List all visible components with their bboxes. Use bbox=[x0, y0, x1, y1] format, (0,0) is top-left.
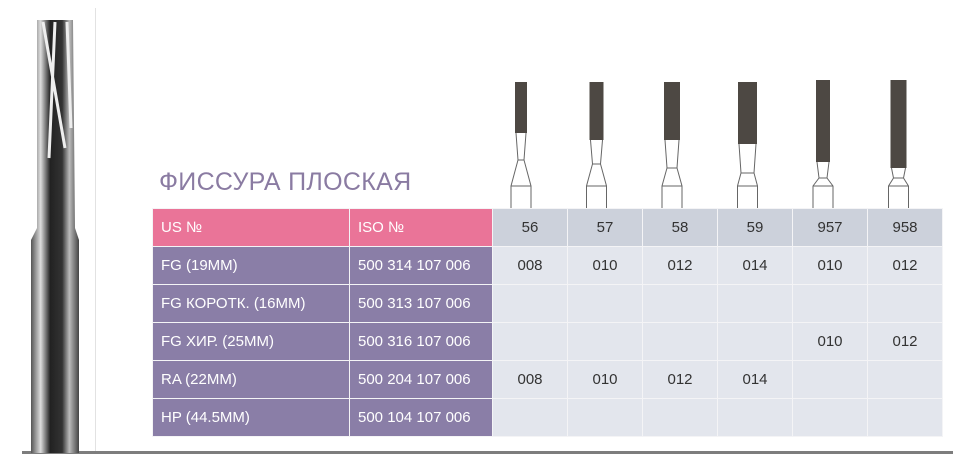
table-row: HP (44.5MM) 500 104 107 006 bbox=[152, 398, 943, 437]
header-cell: US № bbox=[152, 208, 350, 247]
size-cell bbox=[642, 322, 718, 361]
size-cell: 012 bbox=[642, 360, 718, 399]
size-cell: 012 bbox=[867, 322, 943, 361]
table-row: RA (22MM) 500 204 107 006 008 010 012 014 bbox=[152, 360, 943, 399]
size-cell bbox=[492, 284, 568, 323]
header-cell: 57 bbox=[567, 208, 643, 247]
size-cell bbox=[567, 398, 643, 437]
type-cell: HP (44.5MM) bbox=[152, 398, 350, 437]
iso-cell: 500 313 107 006 bbox=[349, 284, 493, 323]
size-cell bbox=[492, 398, 568, 437]
bur-diagram-59 bbox=[737, 82, 758, 208]
iso-cell: 500 204 107 006 bbox=[349, 360, 493, 399]
size-cell bbox=[717, 398, 793, 437]
size-cell bbox=[867, 284, 943, 323]
table-row: FG КОРОТК. (16MM) 500 313 107 006 bbox=[152, 284, 943, 323]
header-cell: 957 bbox=[792, 208, 868, 247]
iso-cell: 500 314 107 006 bbox=[349, 246, 493, 285]
type-cell: FG КОРОТК. (16MM) bbox=[152, 284, 350, 323]
size-cell: 010 bbox=[792, 322, 868, 361]
page-title: ФИССУРА ПЛОСКАЯ bbox=[159, 168, 412, 196]
size-cell bbox=[717, 322, 793, 361]
bur-photo bbox=[31, 20, 79, 453]
size-cell bbox=[567, 322, 643, 361]
bur-diagrams bbox=[510, 80, 909, 208]
bur-diagram-57 bbox=[586, 82, 607, 208]
product-table: US № ISO № 56 57 58 59 957 958 FG (19MM) 500 314 … bbox=[152, 208, 943, 437]
table-row: FG ХИР. (25MM) 500 316 107 006 010 012 bbox=[152, 322, 943, 361]
size-cell: 008 bbox=[492, 246, 568, 285]
size-cell: 014 bbox=[717, 246, 793, 285]
size-cell bbox=[567, 284, 643, 323]
size-cell bbox=[492, 322, 568, 361]
bur-diagram-957 bbox=[812, 80, 834, 208]
size-cell bbox=[792, 284, 868, 323]
header-cell: 56 bbox=[492, 208, 568, 247]
bur-diagram-958 bbox=[888, 80, 909, 208]
size-cell: 012 bbox=[867, 246, 943, 285]
size-cell bbox=[867, 398, 943, 437]
size-cell: 010 bbox=[792, 246, 868, 285]
iso-cell: 500 316 107 006 bbox=[349, 322, 493, 361]
size-cell bbox=[792, 398, 868, 437]
iso-cell: 500 104 107 006 bbox=[349, 398, 493, 437]
size-cell bbox=[717, 284, 793, 323]
type-cell: RA (22MM) bbox=[152, 360, 350, 399]
divider-line bbox=[95, 8, 96, 453]
table-header-row: US № ISO № 56 57 58 59 957 958 bbox=[152, 208, 943, 247]
bur-diagram-58 bbox=[661, 82, 683, 208]
header-cell: 59 bbox=[717, 208, 793, 247]
bur-diagram-56 bbox=[510, 82, 532, 208]
size-cell: 010 bbox=[567, 360, 643, 399]
header-cell: 958 bbox=[867, 208, 943, 247]
bottom-rule bbox=[22, 451, 953, 454]
header-cell: 58 bbox=[642, 208, 718, 247]
size-cell bbox=[642, 398, 718, 437]
table-row: FG (19MM) 500 314 107 006 008 010 012 014 010 0… bbox=[152, 246, 943, 285]
size-cell bbox=[642, 284, 718, 323]
size-cell bbox=[792, 360, 868, 399]
size-cell: 010 bbox=[567, 246, 643, 285]
size-cell bbox=[867, 360, 943, 399]
header-cell: ISO № bbox=[349, 208, 493, 247]
type-cell: FG (19MM) bbox=[152, 246, 350, 285]
size-cell: 012 bbox=[642, 246, 718, 285]
size-cell: 008 bbox=[492, 360, 568, 399]
size-cell: 014 bbox=[717, 360, 793, 399]
type-cell: FG ХИР. (25MM) bbox=[152, 322, 350, 361]
